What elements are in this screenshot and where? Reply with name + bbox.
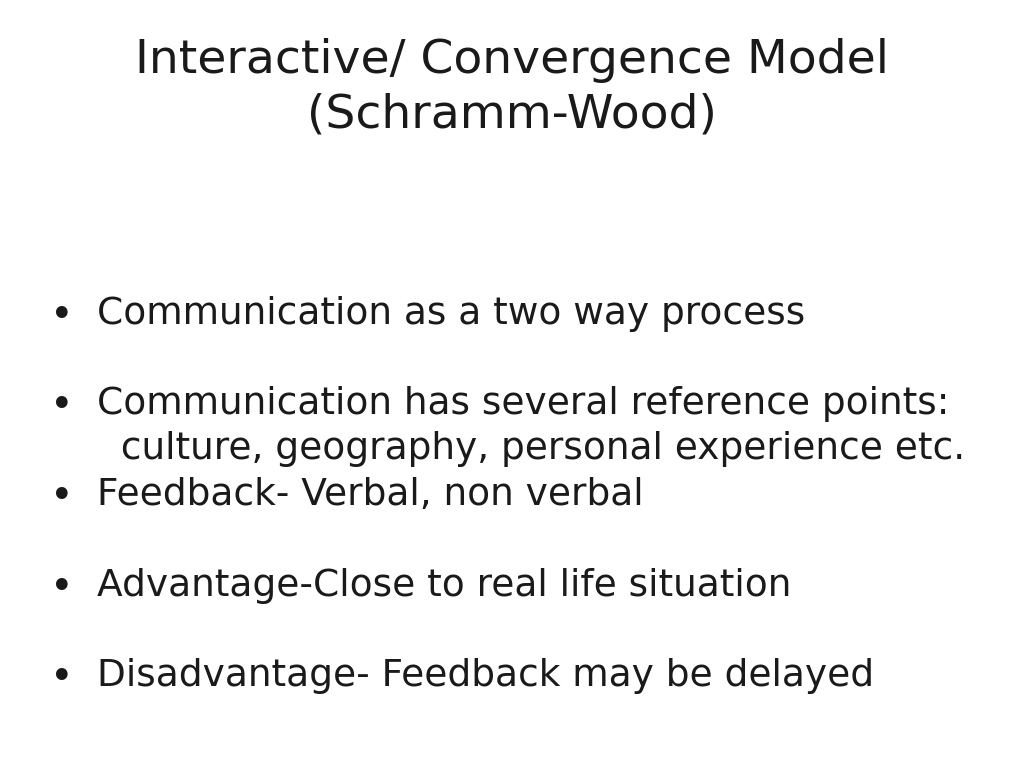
Text: •: •: [49, 658, 74, 698]
Text: Disadvantage- Feedback may be delayed: Disadvantage- Feedback may be delayed: [97, 658, 874, 694]
Text: Advantage-Close to real life situation: Advantage-Close to real life situation: [97, 568, 792, 604]
Text: •: •: [49, 296, 74, 336]
Text: •: •: [49, 386, 74, 426]
Text: •: •: [49, 568, 74, 607]
Text: •: •: [49, 477, 74, 517]
Text: Feedback- Verbal, non verbal: Feedback- Verbal, non verbal: [97, 477, 644, 513]
Text: Communication has several reference points:
  culture, geography, personal exper: Communication has several reference poin…: [97, 386, 966, 467]
Text: Interactive/ Convergence Model
(Schramm-Wood): Interactive/ Convergence Model (Schramm-…: [135, 38, 889, 137]
Text: Communication as a two way process: Communication as a two way process: [97, 296, 806, 332]
